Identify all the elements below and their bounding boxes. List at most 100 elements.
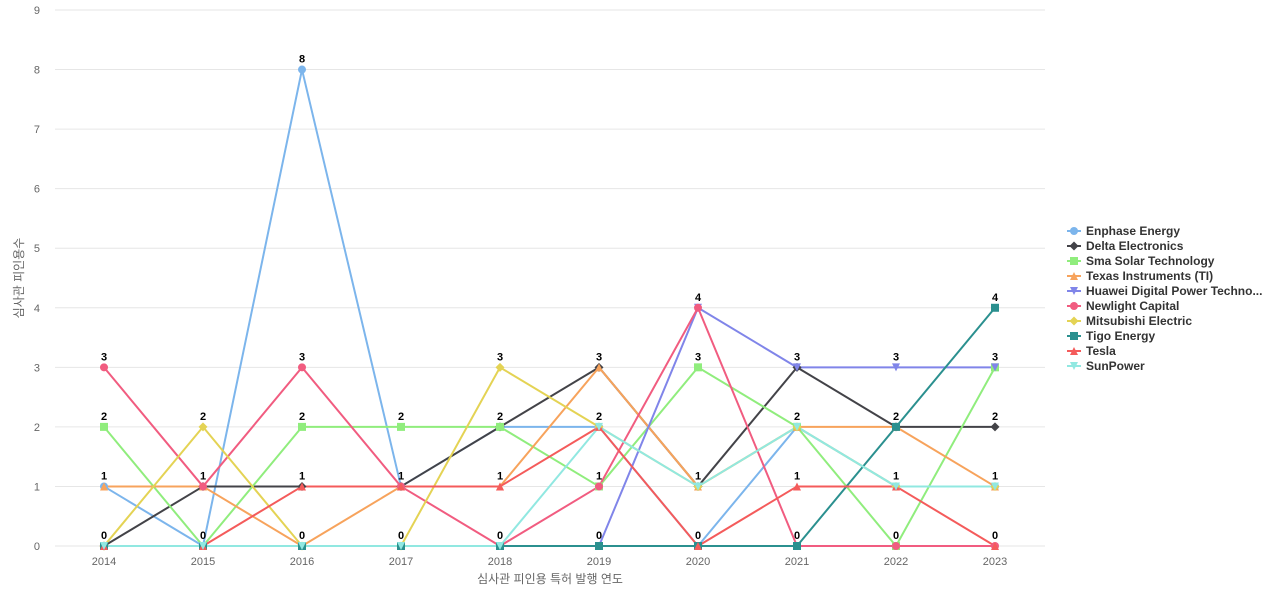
data-label: 3: [893, 351, 899, 363]
data-point[interactable]: [199, 542, 207, 550]
legend-item[interactable]: Enphase Energy: [1067, 224, 1180, 238]
y-axis-title: 심사관 피인용수: [12, 238, 26, 319]
legend-label: Mitsubishi Electric: [1086, 314, 1192, 328]
y-tick-label: 1: [34, 481, 40, 493]
series-line[interactable]: [103, 425, 996, 547]
data-point[interactable]: [793, 363, 801, 372]
legend-item[interactable]: Mitsubishi Electric: [1067, 314, 1192, 328]
x-tick-label: 2015: [191, 556, 215, 568]
data-point[interactable]: [298, 542, 306, 550]
legend-item[interactable]: Tesla: [1067, 344, 1116, 358]
data-point[interactable]: [793, 482, 801, 491]
data-label: 2: [596, 411, 602, 423]
legend-marker-symbol: [1070, 272, 1078, 280]
data-point[interactable]: [496, 542, 504, 550]
data-label: 3: [299, 351, 305, 363]
data-point[interactable]: [892, 482, 900, 491]
data-point[interactable]: [991, 303, 999, 312]
legend-item[interactable]: Sma Solar Technology: [1067, 254, 1215, 268]
data-label: 3: [596, 351, 602, 363]
y-tick-label: 6: [34, 184, 40, 196]
data-point[interactable]: [397, 542, 405, 550]
data-point[interactable]: [595, 422, 603, 431]
data-label: 0: [497, 530, 503, 542]
legend-marker-symbol: [1070, 347, 1078, 355]
data-point[interactable]: [496, 422, 504, 431]
data-label: 4: [695, 292, 702, 304]
x-tick-label: 2016: [290, 556, 314, 568]
data-point[interactable]: [298, 422, 306, 431]
legend-item[interactable]: Delta Electronics: [1067, 239, 1184, 253]
data-point[interactable]: [892, 542, 900, 550]
series-line[interactable]: [103, 306, 996, 547]
data-label: 0: [695, 530, 701, 542]
data-point[interactable]: [397, 482, 405, 491]
x-tick-label: 2014: [92, 556, 116, 568]
x-tick-label: 2018: [488, 556, 512, 568]
data-label: 0: [101, 530, 107, 542]
legend-label: Huawei Digital Power Techno...: [1086, 284, 1262, 298]
data-point[interactable]: [990, 422, 1000, 432]
legend-item[interactable]: Texas Instruments (TI): [1067, 269, 1213, 283]
data-point[interactable]: [991, 542, 999, 550]
data-point[interactable]: [694, 482, 702, 491]
data-point[interactable]: [298, 482, 306, 491]
data-point[interactable]: [991, 482, 999, 491]
x-tick-label: 2022: [884, 556, 908, 568]
legend-item[interactable]: Tigo Energy: [1067, 329, 1155, 343]
y-tick-label: 5: [34, 243, 40, 255]
data-point[interactable]: [397, 422, 405, 431]
legend-label: SunPower: [1086, 359, 1145, 373]
data-point[interactable]: [100, 363, 108, 372]
legend-marker-symbol: [1070, 302, 1078, 310]
data-label: 0: [893, 530, 899, 542]
legend-label: Newlight Capital: [1086, 299, 1179, 313]
series-line[interactable]: [103, 425, 996, 547]
y-tick-label: 8: [34, 65, 40, 77]
data-label: 3: [695, 351, 701, 363]
data-point[interactable]: [100, 482, 108, 491]
data-point[interactable]: [100, 542, 108, 550]
legend-item[interactable]: Huawei Digital Power Techno...: [1067, 284, 1262, 298]
data-point[interactable]: [793, 542, 801, 550]
data-point[interactable]: [694, 303, 702, 312]
data-point[interactable]: [595, 542, 603, 550]
data-point[interactable]: [198, 422, 208, 432]
x-tick-label: 2023: [983, 556, 1007, 568]
data-point[interactable]: [595, 363, 603, 372]
data-label: 8: [299, 54, 305, 66]
data-label: 1: [893, 470, 899, 482]
data-label: 2: [101, 411, 107, 423]
data-label: 1: [497, 470, 503, 482]
data-point[interactable]: [694, 542, 702, 550]
data-label-layer: 3 2 1 0 2 1 0 8 3 2 1 0 2 1 0 3 2 1 0 3 2 1 0 4 3 1 0 3 2 1 0 3 2 1 0 4 3 2 1 0: [101, 54, 999, 542]
data-point[interactable]: [100, 422, 108, 431]
data-point[interactable]: [595, 482, 603, 491]
legend-item[interactable]: SunPower: [1067, 359, 1145, 373]
data-label: 0: [200, 530, 206, 542]
data-point[interactable]: [298, 363, 306, 372]
legend-label: Delta Electronics: [1086, 239, 1184, 253]
data-point[interactable]: [892, 363, 900, 372]
y-tick-label: 0: [34, 541, 40, 553]
y-tick-label: 2: [34, 422, 40, 434]
data-point[interactable]: [496, 482, 504, 491]
legend-marker-symbol: [1070, 227, 1078, 235]
data-label: 0: [596, 530, 602, 542]
legend-marker-symbol: [1069, 316, 1079, 326]
legend-marker-symbol: [1070, 332, 1078, 340]
data-point[interactable]: [793, 422, 801, 431]
data-point[interactable]: [694, 363, 702, 372]
data-label: 2: [893, 411, 899, 423]
data-point[interactable]: [991, 363, 999, 372]
data-label: 1: [794, 470, 800, 482]
data-label: 2: [497, 411, 503, 423]
data-point[interactable]: [495, 362, 505, 372]
data-label: 2: [992, 411, 998, 423]
x-tick-label: 2021: [785, 556, 809, 568]
data-point[interactable]: [298, 65, 306, 74]
legend-item[interactable]: Newlight Capital: [1067, 299, 1179, 313]
data-point[interactable]: [892, 422, 900, 431]
data-point[interactable]: [199, 482, 207, 491]
